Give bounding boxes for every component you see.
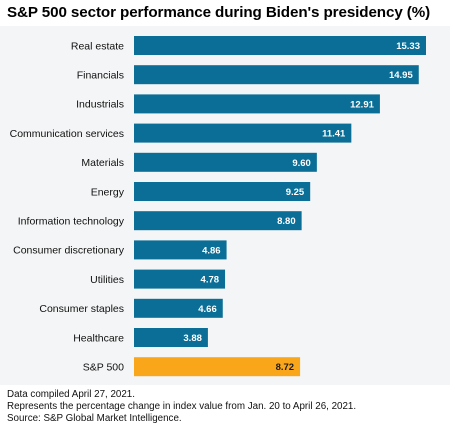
footnote-definition: Represents the percentage change in inde… bbox=[7, 401, 357, 412]
category-label: Industrials bbox=[76, 99, 124, 111]
sector-bar bbox=[134, 328, 208, 347]
sector-bar bbox=[134, 211, 302, 231]
value-label: 15.33 bbox=[396, 41, 420, 52]
sector-bar bbox=[134, 298, 223, 318]
value-label: 4.78 bbox=[201, 275, 220, 286]
footnotes: Data compiled April 27, 2021. Represents… bbox=[7, 389, 356, 425]
chart-panel bbox=[0, 26, 450, 385]
footnote-compiled: Data compiled April 27, 2021. bbox=[7, 389, 135, 400]
category-label: Consumer staples bbox=[39, 303, 124, 315]
value-label: 8.72 bbox=[276, 362, 295, 373]
chart-title: S&P 500 sector performance during Biden'… bbox=[7, 4, 431, 21]
value-label: 4.66 bbox=[198, 304, 217, 315]
sector-bar bbox=[134, 152, 317, 172]
value-label: 14.95 bbox=[389, 70, 413, 81]
footnote-source: Source: S&P Global Market Intelligence. bbox=[7, 413, 182, 424]
category-label: Information technology bbox=[18, 216, 125, 228]
value-label: 9.25 bbox=[286, 187, 305, 198]
category-label: Utilities bbox=[90, 274, 124, 286]
value-label: 8.80 bbox=[277, 216, 296, 227]
category-label: Financials bbox=[77, 70, 124, 82]
category-label: Consumer discretionary bbox=[13, 245, 125, 257]
category-label: Real estate bbox=[71, 40, 124, 52]
value-label: 9.60 bbox=[292, 158, 311, 169]
category-label: Materials bbox=[81, 157, 124, 169]
sector-bar bbox=[134, 182, 311, 201]
category-label: Energy bbox=[91, 186, 125, 198]
sector-bar bbox=[134, 36, 426, 55]
value-label: 3.88 bbox=[183, 333, 202, 344]
sector-bar bbox=[134, 123, 352, 143]
benchmark-bar bbox=[134, 357, 301, 377]
value-label: 12.91 bbox=[350, 99, 374, 110]
category-label: Healthcare bbox=[73, 332, 124, 344]
sector-bar bbox=[134, 240, 227, 260]
sector-bar bbox=[134, 269, 226, 289]
category-label: Communication services bbox=[10, 128, 124, 140]
category-label: S&P 500 bbox=[83, 362, 124, 374]
sector-bar bbox=[134, 94, 380, 114]
sector-bar bbox=[134, 65, 419, 85]
value-label: 4.86 bbox=[202, 245, 221, 256]
value-label: 11.41 bbox=[322, 129, 346, 140]
